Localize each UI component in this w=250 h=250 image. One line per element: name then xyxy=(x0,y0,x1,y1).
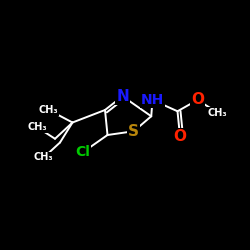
Text: O: O xyxy=(174,129,186,144)
Text: NH: NH xyxy=(141,93,164,107)
Text: CH₃: CH₃ xyxy=(28,122,47,132)
Text: Cl: Cl xyxy=(75,146,90,160)
Text: S: S xyxy=(128,124,139,139)
Text: N: N xyxy=(116,89,129,104)
Text: CH₃: CH₃ xyxy=(208,108,227,118)
Text: CH₃: CH₃ xyxy=(34,152,54,162)
Text: O: O xyxy=(191,92,204,108)
Text: CH₃: CH₃ xyxy=(39,105,58,115)
